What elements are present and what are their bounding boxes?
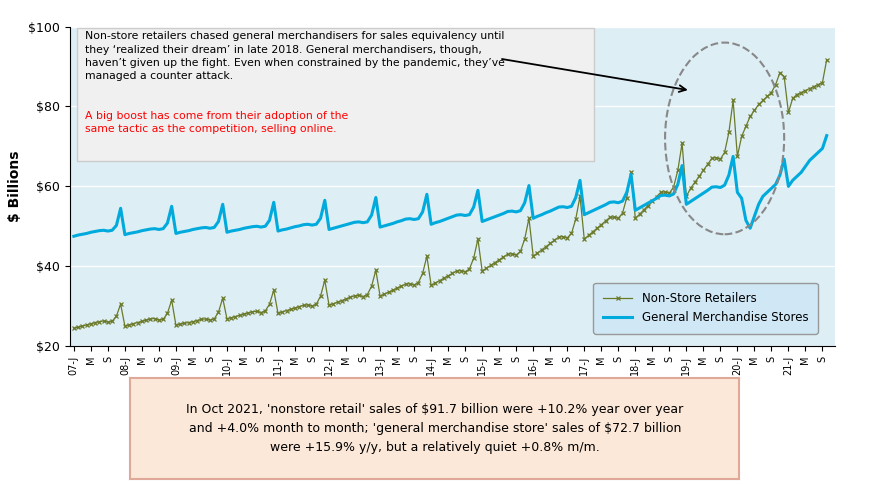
FancyBboxPatch shape: [77, 28, 594, 161]
Line: General Merchandise Stores: General Merchandise Stores: [74, 136, 826, 236]
Legend: Non-Store Retailers, General Merchandise Stores: Non-Store Retailers, General Merchandise…: [593, 283, 817, 334]
Non-Store Retailers: [579, 236, 589, 242]
Non-Store Retailers: [676, 140, 687, 146]
Non-Store Retailers: [820, 57, 831, 62]
General Merchandise Stores: [773, 172, 784, 178]
General Merchandise Stores: [332, 224, 342, 230]
Text: In Oct 2021, 'nonstore retail' sales of $91.7 billion were +10.2% year over year: In Oct 2021, 'nonstore retail' sales of …: [186, 403, 683, 454]
Non-Store Retailers: [438, 275, 448, 281]
General Merchandise Stores: [69, 233, 79, 239]
Text: Non-store retailers chased general merchandisers for sales equivalency until
the: Non-store retailers chased general merch…: [85, 31, 504, 81]
Text: A big boost has come from their adoption of the
same tactic as the competition, : A big boost has come from their adoption…: [85, 111, 348, 135]
Non-Store Retailers: [773, 70, 784, 76]
General Merchandise Stores: [676, 163, 687, 168]
General Merchandise Stores: [438, 217, 448, 223]
Non-Store Retailers: [332, 299, 342, 305]
General Merchandise Stores: [579, 212, 589, 218]
General Merchandise Stores: [192, 226, 202, 231]
Y-axis label: $ Billions: $ Billions: [9, 151, 23, 222]
Non-Store Retailers: [69, 325, 79, 331]
Line: Non-Store Retailers: Non-Store Retailers: [72, 58, 827, 330]
Non-Store Retailers: [192, 318, 202, 323]
General Merchandise Stores: [820, 133, 831, 138]
X-axis label: Year and month: Year and month: [390, 380, 514, 394]
